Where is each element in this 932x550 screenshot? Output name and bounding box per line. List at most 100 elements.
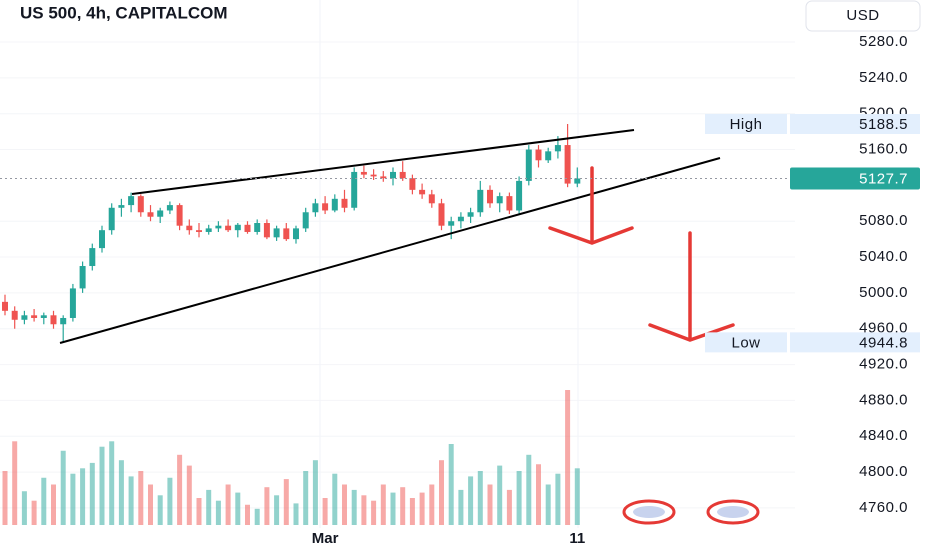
volume-bar: [12, 441, 18, 525]
y-tick-label: 5240.0: [859, 69, 908, 86]
candle-body: [244, 224, 251, 232]
volume-bar: [516, 471, 522, 525]
currency-button[interactable]: [805, 0, 921, 32]
candle-body: [108, 207, 115, 231]
high-value-box: [790, 114, 920, 135]
volume-bar: [41, 477, 47, 525]
volume-bar: [409, 498, 415, 525]
currency: USD: [846, 7, 879, 24]
candle-body: [186, 225, 193, 231]
candle-body: [293, 228, 299, 240]
y-tick-label: 4760.0: [859, 499, 908, 516]
volume-bar: [390, 492, 396, 525]
candle-body: [205, 228, 212, 232]
volume-bar: [419, 492, 425, 525]
volume-bar: [167, 477, 173, 525]
y-tick-label: 4920.0: [859, 356, 908, 373]
candle-body: [254, 223, 261, 232]
volume-bar: [196, 498, 202, 525]
candle-body: [467, 212, 474, 217]
volume-bar: [536, 464, 541, 525]
volume-bar: [497, 465, 503, 525]
volume-bar: [439, 460, 444, 525]
volume-bar: [109, 441, 115, 525]
last-price-box: [790, 167, 920, 190]
candle-body: [322, 203, 329, 211]
y-tick-label: 4840.0: [859, 427, 908, 444]
volume-bar: [351, 489, 357, 525]
candle-body: [457, 216, 464, 222]
volume-bar: [148, 484, 153, 525]
y-tick-label: 5040.0: [859, 248, 908, 265]
candle-body: [118, 205, 125, 208]
volume-bar: [293, 503, 299, 525]
candle-body: [283, 228, 290, 240]
volume-bar: [371, 500, 377, 525]
volume-bar: [429, 484, 435, 525]
candle-body: [69, 288, 76, 318]
candle-body: [99, 230, 105, 249]
low-value: 4944.8: [859, 334, 908, 351]
x-tick-label: 11: [569, 530, 585, 547]
volume-bar: [21, 491, 27, 525]
candle-body: [564, 145, 571, 184]
y-tick-label: 5000.0: [859, 284, 908, 301]
candle-body: [312, 203, 319, 213]
y-tick-label: 5160.0: [859, 141, 908, 158]
candle-body: [21, 315, 28, 320]
volume-bar: [177, 454, 183, 525]
candle-body: [428, 194, 435, 204]
candle-body: [166, 205, 173, 211]
volume-bar: [264, 487, 270, 525]
volume-bar: [274, 495, 280, 525]
volume-bar: [99, 446, 105, 525]
arrow: [548, 166, 735, 342]
candle-body: [574, 178, 581, 184]
candle-body: [448, 221, 455, 226]
high-name: High: [730, 116, 763, 133]
candle-body: [157, 210, 164, 217]
candle-body: [438, 203, 445, 226]
volume-bar: [128, 476, 134, 525]
volume-bar: [565, 390, 571, 525]
volume-bar: [254, 508, 260, 525]
candle-body: [487, 189, 493, 204]
volume-bar: [2, 471, 8, 525]
candle-body: [331, 198, 338, 211]
trendline-lower: [59, 157, 721, 344]
volume-bar: [458, 489, 464, 525]
volume-bar: [157, 495, 163, 525]
candle-body: [60, 317, 67, 325]
high-name-box: [705, 114, 787, 135]
volume-bar: [312, 460, 318, 525]
candle-body: [506, 196, 513, 211]
candle-body: [370, 174, 377, 177]
y-tick-label: 5080.0: [859, 212, 908, 229]
candle-body: [40, 315, 47, 318]
candle-body: [11, 310, 18, 320]
volume-bar: [361, 495, 367, 525]
candle-body: [554, 145, 561, 152]
volume-bar: [235, 492, 241, 525]
volume-bar: [468, 476, 474, 525]
volume-bar: [342, 484, 347, 525]
high-value: 5188.5: [859, 116, 908, 133]
volume-bar: [506, 489, 512, 525]
volume-bar: [283, 479, 289, 525]
chart-title: US 500, 4h, CAPITALCOM: [20, 3, 228, 22]
volume-bar: [206, 489, 212, 525]
candle-body: [516, 180, 523, 211]
y-tick-label: 4880.0: [859, 391, 908, 408]
y-tick-label: 4800.0: [859, 463, 908, 480]
volume-bar: [138, 471, 144, 525]
candle-body: [128, 196, 135, 206]
volume-bar: [380, 484, 386, 525]
candle-body: [351, 171, 358, 208]
volume-bar: [448, 444, 454, 525]
volume-bar: [322, 498, 328, 525]
candle-body: [545, 151, 552, 161]
candle-body: [360, 171, 367, 175]
event-flags: [622, 499, 760, 525]
candle-body: [496, 196, 503, 204]
volume-bar: [245, 504, 250, 525]
